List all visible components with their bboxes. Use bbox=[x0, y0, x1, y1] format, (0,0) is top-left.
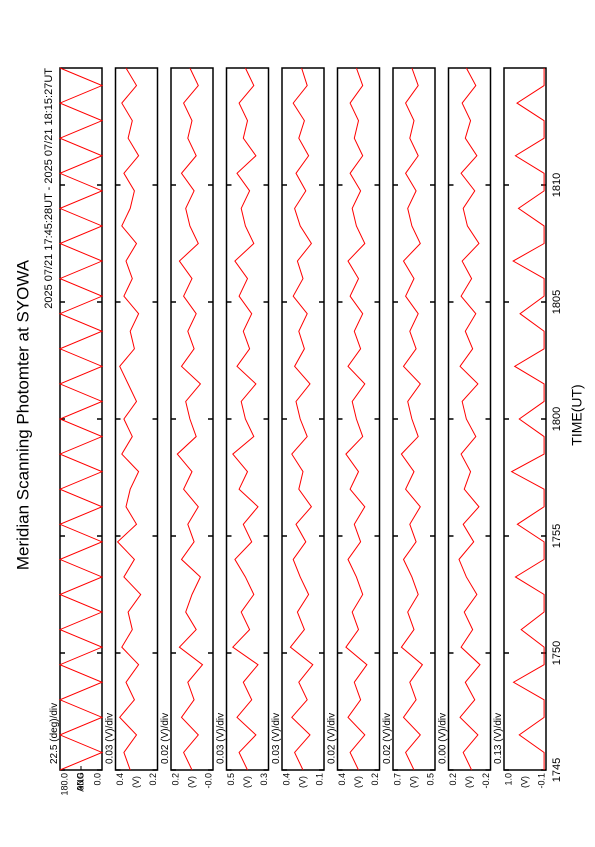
panel-annotation: 0.00 (V)/div bbox=[438, 713, 449, 764]
y-tick-label: 0.3 bbox=[259, 773, 269, 786]
panel-frame bbox=[336, 67, 381, 771]
y-tick-label: 0.0 bbox=[92, 773, 102, 786]
panel-annotation: 0.13 (V)/div bbox=[493, 713, 504, 764]
y-tick-label: 0.2 bbox=[448, 773, 458, 786]
panel-annotation: 0.03 (V)/div bbox=[216, 713, 227, 764]
y-axis-label: (V) bbox=[131, 776, 141, 788]
data-line bbox=[232, 67, 259, 771]
y-tick-label: 0.7 bbox=[392, 773, 402, 786]
x-tick-label: 1805 bbox=[551, 290, 563, 314]
panel-frame bbox=[503, 67, 547, 771]
y-axis-label: (V) bbox=[519, 776, 529, 788]
data-line bbox=[176, 67, 204, 771]
y-axis-label: (V) bbox=[408, 776, 418, 788]
y-axis-label: (V) bbox=[297, 776, 307, 788]
panel-frame bbox=[281, 67, 325, 771]
panel-frame bbox=[225, 67, 270, 771]
y-tick-label: 0.1 bbox=[314, 773, 324, 786]
y-tick-label: 90.0 bbox=[75, 773, 85, 791]
x-tick-label: 1745 bbox=[551, 758, 563, 782]
data-line bbox=[116, 67, 142, 771]
y-axis-label: (V) bbox=[464, 776, 474, 788]
panel-frame bbox=[447, 67, 492, 771]
data-line bbox=[400, 67, 424, 771]
y-tick-label: 0.2 bbox=[170, 773, 180, 786]
panel-annotation: 0.02 (V)/div bbox=[160, 713, 171, 764]
y-tick-label: 0.4 bbox=[337, 773, 347, 786]
y-tick-label: -0.2 bbox=[481, 773, 491, 789]
data-line bbox=[58, 67, 104, 771]
y-tick-label: 0.4 bbox=[281, 773, 291, 786]
chart-title: Meridian Scanning Photomter at SYOWA bbox=[13, 259, 32, 570]
y-tick-label: 0.5 bbox=[425, 773, 435, 786]
subtitle: 2025 07/21 17:45:28UT - 2025 07/21 18:15… bbox=[43, 68, 55, 309]
data-line bbox=[289, 67, 314, 771]
panel-annotation: 0.02 (V)/div bbox=[382, 713, 393, 764]
panel-annotation: 22.5 (deg)/div bbox=[49, 703, 60, 764]
y-tick-label: 0.2 bbox=[370, 773, 380, 786]
panel-annotation: 0.03 (V)/div bbox=[271, 713, 282, 764]
y-tick-label: 0.4 bbox=[115, 773, 125, 786]
panel-annotation: 0.02 (V)/div bbox=[327, 713, 338, 764]
data-line bbox=[345, 67, 368, 771]
y-tick-label: 0.5 bbox=[226, 773, 236, 786]
y-tick-label: 1.0 bbox=[503, 773, 513, 786]
y-tick-label: 180.0 bbox=[59, 773, 69, 796]
x-tick-label: 1755 bbox=[551, 524, 563, 548]
panel-frame bbox=[59, 67, 103, 771]
y-axis-label: ANG bbox=[75, 772, 85, 792]
y-tick-label: 0.2 bbox=[148, 773, 158, 786]
y-tick-label: -0.0 bbox=[203, 773, 213, 789]
y-tick-label: -0.1 bbox=[536, 773, 546, 789]
x-axis-title: TIME(UT) bbox=[569, 384, 585, 445]
panel-frame bbox=[170, 67, 214, 771]
data-line bbox=[510, 68, 545, 770]
x-tick-label: 1810 bbox=[551, 173, 563, 197]
y-axis-label: (V) bbox=[242, 776, 252, 788]
y-axis-label: (V) bbox=[353, 776, 363, 788]
panel-frame bbox=[114, 67, 159, 771]
data-line bbox=[458, 67, 481, 771]
panel-annotation: 0.03 (V)/div bbox=[105, 713, 116, 764]
y-axis-label: (V) bbox=[186, 776, 196, 788]
x-tick-label: 1750 bbox=[551, 641, 563, 665]
panel-frame bbox=[392, 67, 436, 771]
x-tick-label: 1800 bbox=[551, 407, 563, 431]
landscape-group: Meridian Scanning Photomter at SYOWA 202… bbox=[13, 67, 585, 796]
